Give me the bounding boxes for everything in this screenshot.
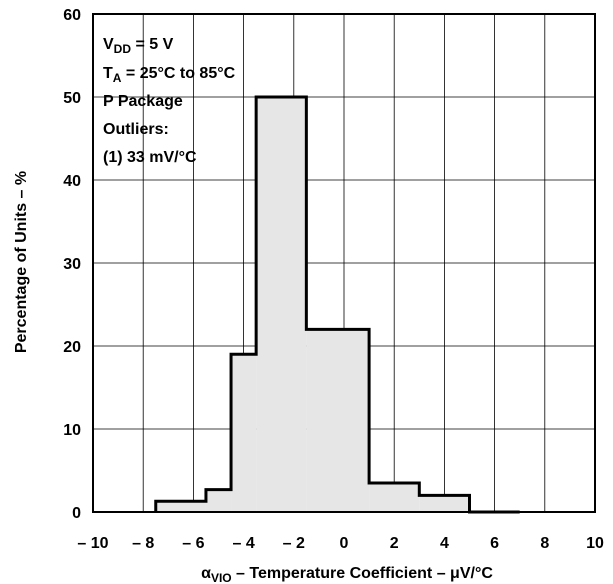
y-tick-label: 20 bbox=[63, 339, 81, 356]
x-tick-label: – 10 bbox=[77, 535, 108, 552]
histogram-bar bbox=[369, 482, 420, 512]
ta-annotation: TA = 25°C to 85°C bbox=[103, 65, 236, 85]
histogram-bars bbox=[154, 95, 520, 514]
x-tick-label: 10 bbox=[586, 535, 604, 552]
y-axis-title: Percentage of Units – % bbox=[13, 171, 30, 353]
y-tick-label: 40 bbox=[63, 173, 81, 190]
plot-border bbox=[92, 13, 596, 513]
histogram-bar bbox=[231, 354, 257, 512]
conditions-annotation: VDD = 5 V TA = 25°C to 85°C P Package Ou… bbox=[103, 36, 236, 166]
x-tick-label: – 4 bbox=[232, 535, 254, 552]
plot-frame bbox=[92, 13, 596, 513]
x-axis-title-text: – Temperature Coefficient – μV/°C bbox=[232, 565, 494, 582]
histogram-bar bbox=[306, 329, 370, 512]
histogram-bar bbox=[205, 489, 232, 512]
x-tick-label: – 2 bbox=[283, 535, 305, 552]
package-annotation: P Package bbox=[103, 93, 183, 110]
x-tick-label: – 6 bbox=[182, 535, 204, 552]
vdd-annotation: VDD = 5 V bbox=[103, 36, 174, 56]
histogram-bar bbox=[419, 495, 470, 512]
x-tick-label: 6 bbox=[490, 535, 499, 552]
x-tick-label: – 8 bbox=[132, 535, 154, 552]
outliers-value: (1) 33 mV/°C bbox=[103, 149, 197, 166]
x-axis-title-symbol: α bbox=[201, 565, 211, 582]
x-tick-labels: – 10 – 8 – 6 – 4 – 2 0 2 4 6 8 10 bbox=[77, 535, 604, 552]
y-tick-label: 10 bbox=[63, 422, 81, 439]
y-tick-label: 50 bbox=[63, 90, 81, 107]
y-tick-labels: 0 10 20 30 40 50 60 bbox=[63, 7, 81, 522]
y-tick-label: 30 bbox=[63, 256, 81, 273]
x-tick-label: 8 bbox=[540, 535, 549, 552]
y-tick-label: 60 bbox=[63, 7, 81, 24]
x-axis-title-subscript: VIO bbox=[211, 571, 232, 584]
histogram-outline bbox=[154, 95, 520, 514]
x-tick-label: 0 bbox=[340, 535, 349, 552]
x-axis-title: αVIO – Temperature Coefficient – μV/°C bbox=[201, 565, 493, 584]
histogram-bar bbox=[155, 501, 206, 512]
histogram-bar bbox=[256, 97, 307, 512]
x-tick-label: 2 bbox=[390, 535, 399, 552]
outliers-label: Outliers: bbox=[103, 121, 169, 138]
y-tick-label: 0 bbox=[72, 505, 81, 522]
x-tick-label: 4 bbox=[440, 535, 449, 552]
